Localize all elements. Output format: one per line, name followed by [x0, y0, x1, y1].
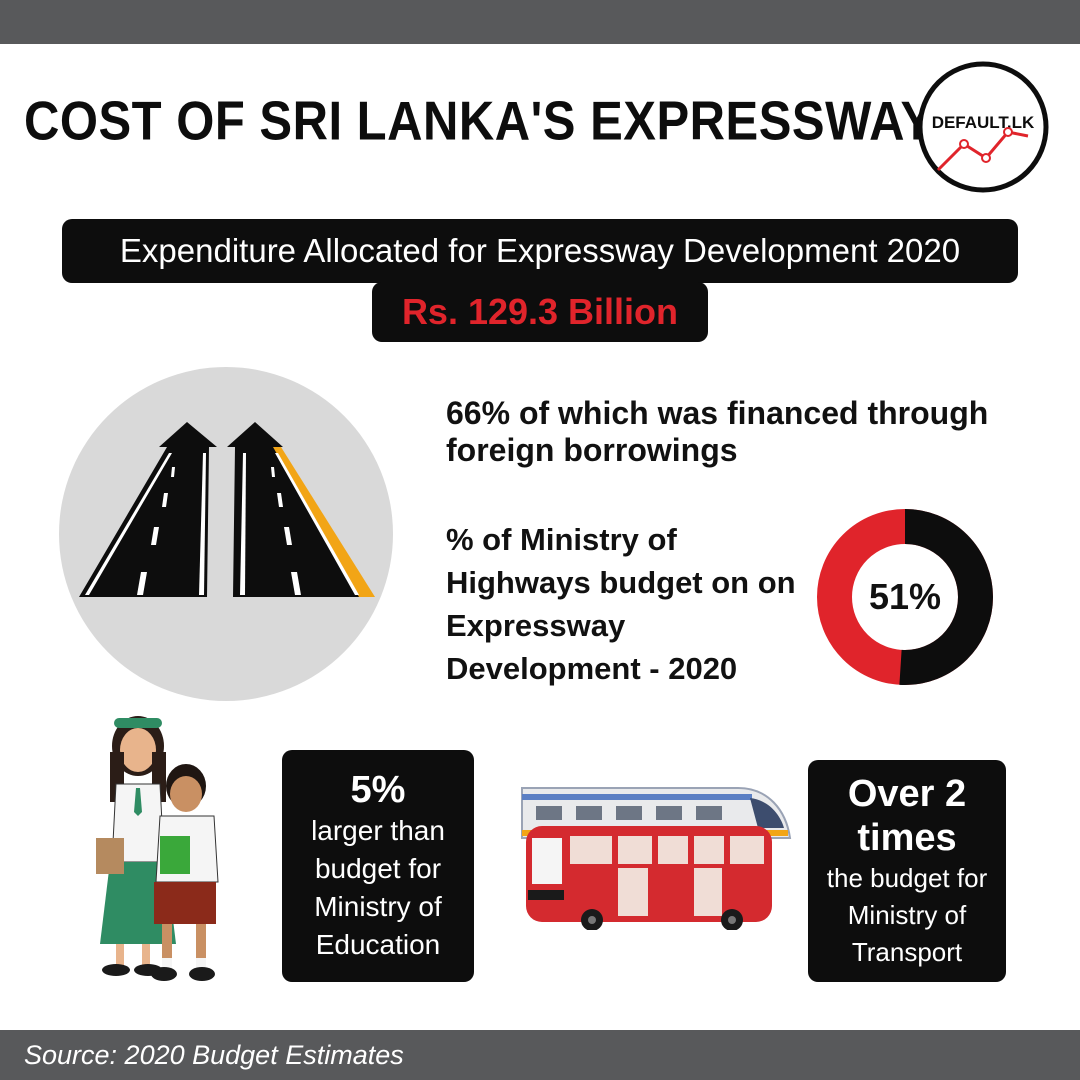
- transport-description: the budget for Ministry of Transport: [826, 862, 988, 967]
- page-title: COST OF SRI LANKA'S EXPRESSWAYS: [24, 91, 967, 152]
- expenditure-amount: Rs. 129.3 Billion: [372, 282, 708, 342]
- road-illustration-background: [59, 367, 393, 701]
- students-illustration: [96, 716, 219, 981]
- expenditure-label: Expenditure Allocated for Expressway Dev…: [62, 219, 1018, 283]
- expressway-road-icon: [79, 422, 375, 597]
- education-big-value: 5%: [350, 769, 406, 811]
- ministry-share-text: % of Ministry of Highways budget on on E…: [446, 522, 796, 686]
- transport-big-value: Over 2 times: [847, 772, 967, 859]
- transport-illustration: [521, 787, 792, 930]
- donut-value-label: 51%: [868, 576, 942, 617]
- donut-value-arc: [817, 509, 993, 685]
- ministry-share-donut: [817, 509, 993, 685]
- default-lk-logo: DEFAULT.LK: [917, 61, 1049, 193]
- top-bar: [0, 0, 1080, 44]
- foreign-borrowing-text: 66% of which was financed through foreig…: [446, 395, 989, 468]
- source-footer: Source: 2020 Budget Estimates: [0, 1030, 1080, 1080]
- education-description: larger than budget for Ministry of Educa…: [311, 815, 445, 960]
- education-comparison-card: 5% larger than budget for Ministry of Ed…: [282, 750, 474, 982]
- svg-text:DEFAULT.LK: DEFAULT.LK: [932, 113, 1035, 132]
- transport-comparison-card: Over 2 times the budget for Ministry of …: [808, 760, 1006, 982]
